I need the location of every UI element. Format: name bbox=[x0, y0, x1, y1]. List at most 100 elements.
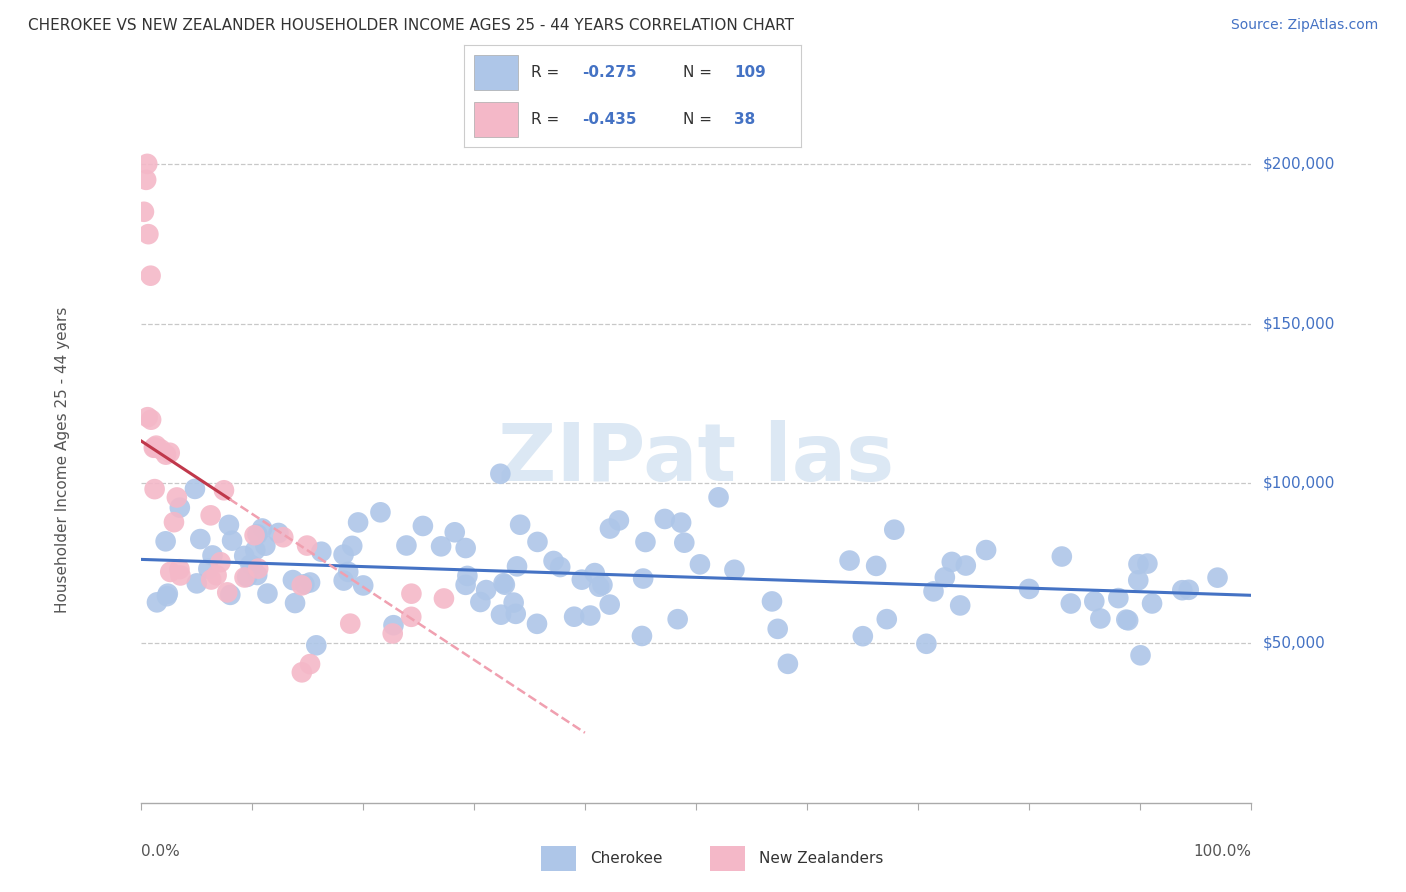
Point bbox=[382, 618, 405, 632]
Point bbox=[571, 573, 593, 587]
Text: 109: 109 bbox=[734, 65, 766, 79]
Point bbox=[776, 657, 799, 671]
Point bbox=[169, 562, 191, 576]
Point bbox=[599, 522, 621, 536]
Point bbox=[155, 534, 177, 549]
Text: R =: R = bbox=[531, 112, 565, 127]
Point bbox=[401, 610, 423, 624]
Point bbox=[136, 410, 159, 425]
Point bbox=[852, 629, 875, 643]
Point bbox=[1171, 583, 1194, 598]
Point bbox=[475, 583, 498, 598]
Point bbox=[1128, 557, 1150, 571]
Point bbox=[169, 500, 191, 515]
Point bbox=[502, 596, 524, 610]
Point bbox=[1060, 597, 1083, 611]
Point bbox=[247, 561, 270, 575]
Point bbox=[454, 578, 477, 592]
Point bbox=[233, 549, 256, 563]
Bar bbox=[474, 55, 517, 90]
Point bbox=[941, 555, 963, 569]
Point bbox=[470, 595, 492, 609]
Text: -0.435: -0.435 bbox=[582, 112, 637, 127]
Point bbox=[883, 523, 905, 537]
Point bbox=[138, 227, 160, 242]
Point bbox=[143, 482, 166, 496]
Point bbox=[292, 577, 315, 591]
Point bbox=[599, 598, 621, 612]
Point bbox=[412, 519, 434, 533]
Point bbox=[219, 588, 242, 602]
Point bbox=[401, 587, 423, 601]
Point bbox=[245, 543, 267, 558]
Point bbox=[347, 516, 370, 530]
Point bbox=[876, 612, 898, 626]
Point bbox=[1083, 594, 1105, 608]
Point bbox=[1090, 611, 1112, 625]
Text: 100.0%: 100.0% bbox=[1194, 844, 1251, 859]
Point bbox=[1129, 648, 1152, 663]
Point bbox=[955, 558, 977, 573]
Point bbox=[381, 626, 404, 640]
Point bbox=[494, 578, 516, 592]
Point bbox=[669, 516, 692, 530]
Point bbox=[254, 539, 277, 553]
Point bbox=[295, 539, 318, 553]
Point bbox=[654, 512, 676, 526]
Point bbox=[631, 572, 654, 586]
Bar bbox=[541, 847, 576, 871]
Text: $150,000: $150,000 bbox=[1263, 316, 1334, 331]
Point bbox=[433, 591, 456, 606]
Point bbox=[454, 541, 477, 555]
Point bbox=[267, 526, 290, 541]
Point bbox=[766, 622, 789, 636]
Text: R =: R = bbox=[531, 65, 565, 79]
Point bbox=[139, 268, 162, 283]
Point bbox=[1018, 582, 1040, 596]
Point bbox=[443, 525, 465, 540]
Point bbox=[591, 578, 613, 592]
Point bbox=[299, 657, 322, 671]
Point bbox=[188, 532, 211, 546]
Point bbox=[339, 616, 361, 631]
Point bbox=[143, 441, 166, 455]
Point bbox=[543, 554, 565, 568]
Point bbox=[217, 585, 239, 599]
Point bbox=[588, 580, 610, 594]
Text: $200,000: $200,000 bbox=[1263, 156, 1334, 171]
Point bbox=[201, 549, 224, 563]
Point bbox=[1140, 597, 1163, 611]
Point bbox=[666, 612, 689, 626]
Point bbox=[370, 505, 392, 519]
Point bbox=[337, 565, 360, 579]
Point bbox=[291, 665, 314, 680]
Text: Householder Income Ages 25 - 44 years: Householder Income Ages 25 - 44 years bbox=[55, 306, 70, 613]
Point bbox=[271, 530, 294, 544]
Point bbox=[332, 574, 354, 588]
Point bbox=[505, 607, 527, 621]
Point bbox=[395, 539, 418, 553]
Point bbox=[156, 587, 179, 601]
Point bbox=[242, 558, 264, 573]
Point bbox=[132, 204, 155, 219]
Bar bbox=[474, 102, 517, 137]
Point bbox=[949, 599, 972, 613]
Point bbox=[145, 439, 167, 453]
Point bbox=[233, 570, 256, 584]
Point bbox=[221, 533, 243, 548]
Text: CHEROKEE VS NEW ZEALANDER HOUSEHOLDER INCOME AGES 25 - 44 YEARS CORRELATION CHAR: CHEROKEE VS NEW ZEALANDER HOUSEHOLDER IN… bbox=[28, 18, 794, 33]
Point bbox=[155, 448, 177, 462]
Point bbox=[492, 576, 515, 591]
Point bbox=[526, 535, 548, 549]
Point bbox=[723, 563, 745, 577]
Point bbox=[506, 559, 529, 574]
Point bbox=[430, 539, 453, 553]
Point bbox=[489, 467, 512, 481]
Point bbox=[246, 568, 269, 582]
Point bbox=[146, 595, 169, 609]
Point bbox=[1136, 557, 1159, 571]
Point bbox=[1107, 591, 1129, 606]
Point bbox=[305, 638, 328, 652]
Point bbox=[1050, 549, 1073, 564]
Point bbox=[239, 558, 262, 572]
